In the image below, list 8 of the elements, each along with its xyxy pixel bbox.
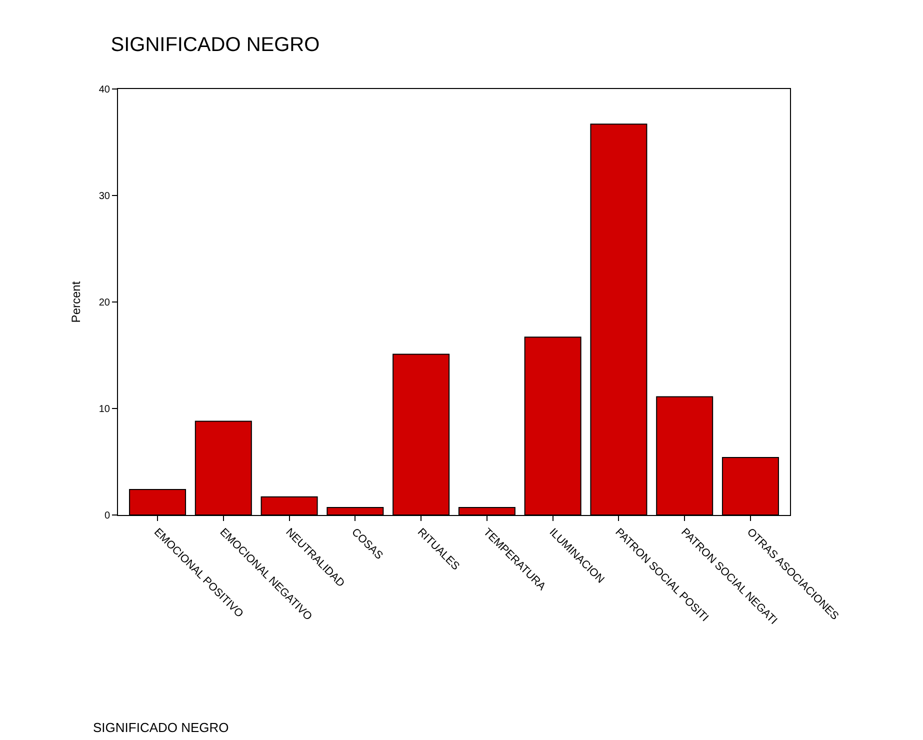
y-tick-label: 30: [98, 191, 110, 202]
y-tick-label: 20: [98, 298, 110, 308]
y-tick-label: 40: [98, 84, 110, 96]
y-tick-label: 0: [104, 510, 110, 522]
text: SIGNIFICADO NEGRO: [93, 720, 229, 735]
y-tick-label: 10: [98, 404, 110, 415]
chart-title: SIGNIFICADO NEGRO: [110, 34, 320, 56]
y-axis-title: Percent: [69, 280, 84, 323]
